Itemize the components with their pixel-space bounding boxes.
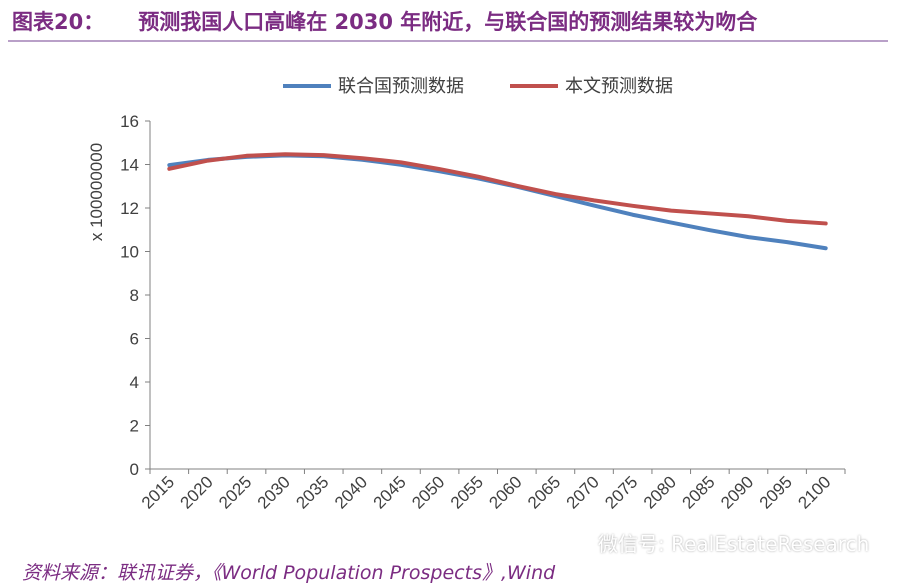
x-tick-label: 2050 xyxy=(408,472,448,512)
wechat-icon xyxy=(562,529,592,555)
x-tick-label: 2060 xyxy=(485,472,525,512)
series-line-this-paper xyxy=(169,154,825,223)
y-tick-label: 4 xyxy=(130,373,139,392)
x-tick-label: 2055 xyxy=(447,472,487,512)
watermark-text: 微信号: RealEstateResearch xyxy=(598,528,869,557)
x-tick-label: 2075 xyxy=(601,472,641,512)
legend: 联合国预测数据 本文预测数据 xyxy=(283,76,673,97)
x-tick-label: 2080 xyxy=(640,472,680,512)
x-tick-label: 2035 xyxy=(292,472,332,512)
y-tick-label: 0 xyxy=(130,460,139,479)
x-tick-label: 2045 xyxy=(370,472,410,512)
x-tick-label: 2020 xyxy=(177,472,217,512)
y-tick-label: 10 xyxy=(120,243,139,262)
x-tick-label: 2090 xyxy=(717,472,757,512)
y-tick-label: 12 xyxy=(120,199,139,218)
axes: 0 2 4 6 8 10 12 14 16 201520202025203020352040204… xyxy=(87,112,845,513)
y-tick-label: 8 xyxy=(130,286,139,305)
source-note: 资料来源：联讯证券，《World Population Prospects》,W… xyxy=(22,558,555,585)
y-tick-label: 6 xyxy=(130,330,139,349)
series-lines xyxy=(169,154,826,248)
x-tick-label: 2085 xyxy=(679,472,719,512)
y-axis-title: x 100000000 xyxy=(87,143,106,241)
series-line-un xyxy=(169,155,825,248)
x-tick-label: 2015 xyxy=(138,472,178,512)
y-tick-label: 2 xyxy=(130,417,139,436)
x-tick-label: 2030 xyxy=(254,472,294,512)
x-tick-label: 2065 xyxy=(524,472,564,512)
y-tick-label: 14 xyxy=(120,156,139,175)
y-tick-label: 16 xyxy=(120,112,139,131)
x-tick-label: 2070 xyxy=(563,472,603,512)
x-tick-label: 2095 xyxy=(756,472,796,512)
x-tick-label: 2100 xyxy=(794,472,834,512)
legend-label: 本文预测数据 xyxy=(565,76,673,97)
x-tick-label: 2025 xyxy=(215,472,255,512)
watermark: 微信号: RealEstateResearch xyxy=(562,528,869,556)
x-tick-label: 2040 xyxy=(331,472,371,512)
legend-label: 联合国预测数据 xyxy=(338,76,464,97)
